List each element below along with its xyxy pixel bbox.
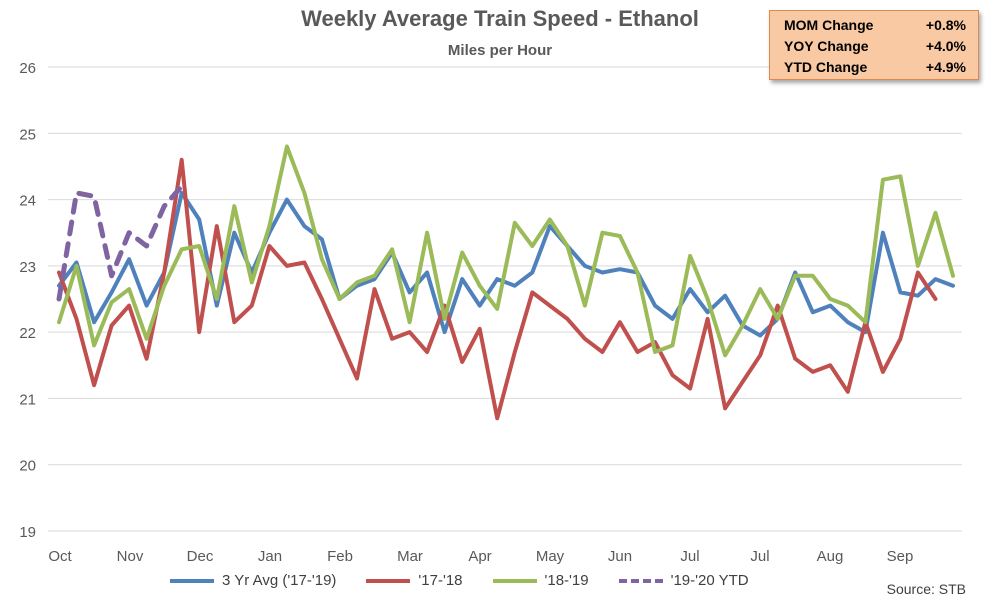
x-tick-label: Jul — [750, 548, 769, 565]
x-tick-label: Oct — [48, 548, 72, 565]
source-note: Source: STB — [886, 581, 966, 597]
stats-box: MOM Change +0.8% YOY Change +4.0% YTD Ch… — [769, 10, 979, 80]
stat-label: MOM Change — [784, 17, 874, 33]
y-tick-label: 19 — [19, 524, 36, 541]
stat-value: +0.8% — [925, 17, 966, 33]
y-tick-label: 26 — [19, 60, 36, 77]
y-tick-label: 21 — [19, 391, 36, 408]
x-tick-label: Aug — [817, 548, 844, 565]
x-tick-label: Feb — [327, 548, 353, 565]
legend-item-3yr-avg: 3 Yr Avg ('17-'19) — [170, 572, 336, 589]
legend-label: '17-'18 — [418, 572, 463, 589]
y-tick-label: 25 — [19, 126, 36, 143]
legend: 3 Yr Avg ('17-'19) '17-'18 '18-'19 '19-'… — [170, 572, 779, 589]
stat-value: +4.0% — [925, 38, 966, 54]
stat-row-yoy: YOY Change +4.0% — [770, 35, 978, 56]
y-tick-label: 23 — [19, 259, 36, 276]
stat-label: YOY Change — [784, 38, 869, 54]
legend-item-17-18: '17-'18 — [366, 572, 463, 589]
y-tick-label: 20 — [19, 458, 36, 475]
x-tick-label: May — [536, 548, 565, 565]
legend-swatch — [170, 578, 214, 583]
x-tick-label: Jul — [680, 548, 699, 565]
x-tick-label: Nov — [117, 548, 144, 565]
x-tick-label: Mar — [397, 548, 423, 565]
series-line-3 — [56, 183, 185, 302]
legend-item-19-20-ytd: '19-'20 YTD — [618, 572, 749, 589]
x-tick-label: Jun — [608, 548, 632, 565]
x-tick-label: Sep — [887, 548, 914, 565]
legend-label: 3 Yr Avg ('17-'19) — [222, 572, 337, 589]
chart-title: Weekly Average Train Speed - Ethanol — [301, 6, 699, 31]
legend-item-18-19: '18-'19 — [492, 572, 589, 589]
y-tick-label: 22 — [19, 325, 36, 342]
legend-swatch — [618, 578, 663, 583]
series-line-1 — [57, 157, 938, 421]
stat-label: YTD Change — [784, 59, 868, 75]
chart-subtitle: Miles per Hour — [447, 42, 553, 59]
x-tick-label: Jan — [258, 548, 282, 565]
x-tick-label: Apr — [468, 548, 491, 565]
stat-value: +4.9% — [925, 59, 966, 75]
legend-label: '18-'19 — [544, 572, 589, 589]
series-line-2 — [57, 144, 955, 358]
legend-label: '19-'20 YTD — [670, 572, 749, 589]
stat-row-ytd: YTD Change +4.9% — [770, 56, 978, 77]
legend-swatch — [366, 578, 411, 583]
y-tick-label: 24 — [19, 193, 36, 210]
legend-swatch — [492, 578, 537, 583]
x-tick-label: Dec — [187, 548, 214, 565]
series-line-0 — [57, 190, 955, 338]
stat-row-mom: MOM Change +0.8% — [770, 14, 978, 35]
